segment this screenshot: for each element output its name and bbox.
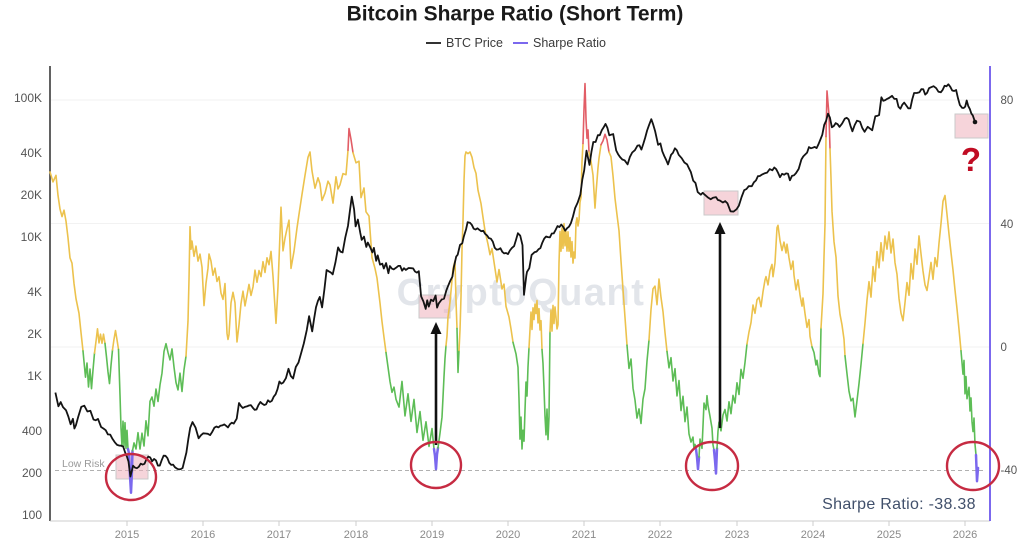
- svg-text:BTC Price: BTC Price: [446, 36, 503, 50]
- svg-text:0: 0: [1001, 342, 1007, 354]
- svg-text:2022: 2022: [648, 529, 672, 541]
- svg-text:2018: 2018: [344, 529, 368, 541]
- svg-text:Sharpe Ratio: Sharpe Ratio: [533, 36, 606, 50]
- svg-text:4K: 4K: [27, 285, 42, 299]
- svg-text:2015: 2015: [115, 529, 139, 541]
- svg-text:Bitcoin Sharpe Ratio (Short Te: Bitcoin Sharpe Ratio (Short Term): [347, 3, 684, 26]
- svg-text:400: 400: [22, 424, 42, 438]
- svg-text:10K: 10K: [21, 230, 42, 244]
- svg-text:Sharpe Ratio: -38.38: Sharpe Ratio: -38.38: [822, 496, 976, 513]
- svg-text:2024: 2024: [801, 529, 825, 541]
- svg-text:1K: 1K: [27, 369, 42, 383]
- svg-text:2020: 2020: [496, 529, 520, 541]
- svg-text:80: 80: [1001, 95, 1014, 107]
- svg-text:?: ?: [961, 141, 981, 178]
- svg-text:40K: 40K: [21, 146, 42, 160]
- svg-text:-40: -40: [1001, 465, 1018, 477]
- svg-text:2019: 2019: [420, 529, 444, 541]
- svg-text:20K: 20K: [21, 188, 42, 202]
- svg-text:Low Risk: Low Risk: [62, 458, 105, 470]
- svg-text:200: 200: [22, 466, 42, 480]
- svg-text:2K: 2K: [27, 327, 42, 341]
- svg-text:2025: 2025: [877, 529, 901, 541]
- svg-text:40: 40: [1001, 219, 1014, 231]
- svg-text:2023: 2023: [725, 529, 749, 541]
- svg-text:100: 100: [22, 508, 42, 522]
- svg-text:2017: 2017: [267, 529, 291, 541]
- svg-text:100K: 100K: [14, 91, 42, 105]
- svg-text:2021: 2021: [572, 529, 596, 541]
- svg-text:2026: 2026: [953, 529, 977, 541]
- svg-text:2016: 2016: [191, 529, 215, 541]
